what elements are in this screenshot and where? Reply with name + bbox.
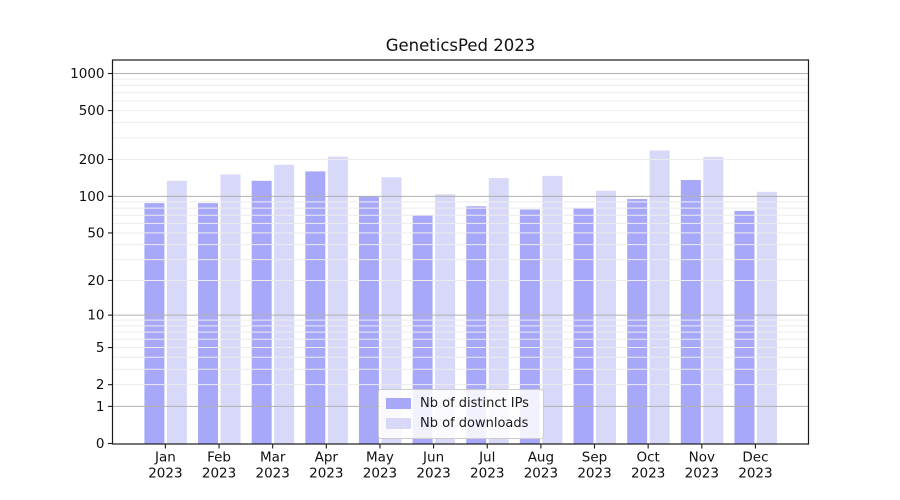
bar-distinct-ips-mar — [251, 180, 272, 444]
x-tick-year-feb: 2023 — [202, 466, 236, 482]
y-tick-label-1000: 1000 — [70, 66, 104, 82]
legend-swatch-downloads — [386, 418, 411, 429]
chart-title: GeneticsPed 2023 — [385, 36, 536, 55]
legend-label-distinct-ips: Nb of distinct IPs — [420, 396, 529, 411]
bar-downloads-may — [381, 177, 402, 445]
x-tick-label-jan: Jan — [154, 450, 176, 466]
x-tick-label-dec: Dec — [742, 450, 768, 466]
x-tick-year-mar: 2023 — [256, 466, 290, 482]
x-tick-label-aug: Aug — [528, 450, 554, 466]
bar-downloads-feb — [220, 174, 241, 444]
y-tick-label-500: 500 — [79, 103, 105, 119]
y-tick-label-2: 2 — [96, 377, 105, 393]
x-tick-label-may: May — [366, 450, 394, 466]
bar-downloads-aug — [542, 175, 563, 444]
x-tick-year-oct: 2023 — [631, 466, 665, 482]
x-tick-label-sep: Sep — [582, 450, 607, 466]
bar-downloads-sep — [596, 190, 617, 444]
bar-distinct-ips-aug — [519, 209, 540, 444]
x-tick-year-jul: 2023 — [470, 466, 504, 482]
legend-label-downloads: Nb of downloads — [420, 416, 529, 431]
legend-item-downloads: Nb of downloads — [386, 416, 533, 431]
y-tick-label-0: 0 — [96, 436, 105, 452]
bar-downloads-nov — [703, 156, 724, 444]
bar-distinct-ips-apr — [305, 171, 326, 444]
plot-frame — [111, 59, 810, 445]
bar-distinct-ips-jun — [412, 215, 433, 444]
x-tick-label-nov: Nov — [689, 450, 715, 466]
y-tick-label-200: 200 — [79, 152, 105, 168]
bar-downloads-apr — [327, 156, 348, 444]
y-tick-label-50: 50 — [87, 225, 104, 241]
bar-distinct-ips-feb — [198, 203, 219, 444]
x-tick-label-oct: Oct — [636, 450, 659, 466]
y-tick-label-20: 20 — [87, 273, 104, 289]
x-tick-label-feb: Feb — [207, 450, 231, 466]
x-tick-year-nov: 2023 — [685, 466, 719, 482]
x-tick-year-sep: 2023 — [577, 466, 611, 482]
bar-downloads-mar — [274, 164, 295, 444]
bar-distinct-ips-dec — [734, 210, 755, 444]
x-tick-label-apr: Apr — [315, 450, 339, 466]
x-tick-year-jun: 2023 — [416, 466, 450, 482]
legend-swatch-distinct-ips — [386, 398, 411, 409]
y-tick-label-10: 10 — [87, 308, 104, 324]
bar-distinct-ips-nov — [680, 180, 701, 444]
x-tick-year-jan: 2023 — [148, 466, 182, 482]
legend: Nb of distinct IPs Nb of downloads — [378, 389, 544, 439]
x-tick-label-jul: Jul — [478, 450, 495, 466]
bar-downloads-dec — [756, 191, 777, 444]
y-tick-label-1: 1 — [96, 399, 105, 415]
bar-downloads-jan — [166, 180, 187, 444]
bar-distinct-ips-jan — [144, 203, 165, 444]
x-tick-year-may: 2023 — [363, 466, 397, 482]
legend-item-distinct-ips: Nb of distinct IPs — [386, 396, 533, 411]
bar-downloads-jun — [435, 194, 456, 444]
x-tick-year-aug: 2023 — [524, 466, 558, 482]
bar-distinct-ips-oct — [627, 199, 648, 444]
x-tick-label-mar: Mar — [260, 450, 286, 466]
x-tick-year-dec: 2023 — [738, 466, 772, 482]
x-tick-year-apr: 2023 — [309, 466, 343, 482]
y-tick-label-5: 5 — [96, 340, 105, 356]
x-tick-label-jun: Jun — [422, 450, 444, 466]
bar-downloads-oct — [649, 150, 670, 444]
y-tick-label-100: 100 — [79, 189, 105, 205]
